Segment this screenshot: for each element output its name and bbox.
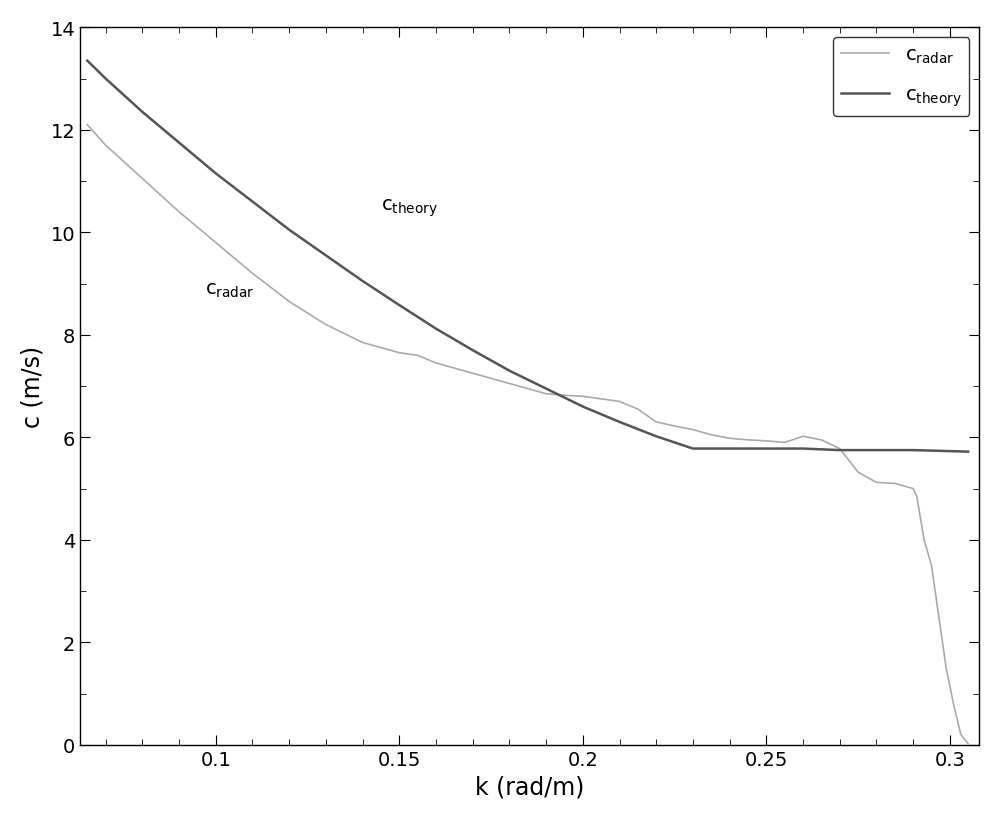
- $\mathbf{c_{radar}}$: [357, 338, 369, 348]
- $\mathbf{c_{radar}}$: [503, 379, 515, 389]
- Text: c$_{\mathrm{radar}}$: c$_{\mathrm{radar}}$: [205, 281, 254, 300]
- $\mathbf{c_{radar}}$: [779, 438, 791, 448]
- $\mathbf{c_{radar}}$: [136, 174, 148, 184]
- $\mathbf{c_{theory}}$: [834, 446, 846, 455]
- $\mathbf{c_{radar}}$: [852, 468, 864, 477]
- $\mathbf{c_{theory}}$: [540, 384, 552, 394]
- $\mathbf{c_{radar}}$: [742, 436, 754, 446]
- $\mathbf{c_{theory}}$: [797, 444, 809, 454]
- $\mathbf{c_{theory}}$: [962, 447, 974, 457]
- $\mathbf{c_{theory}}$: [173, 138, 185, 148]
- $\mathbf{c_{theory}}$: [430, 324, 442, 334]
- $\mathbf{c_{radar}}$: [558, 391, 570, 400]
- Y-axis label: c (m/s): c (m/s): [21, 346, 45, 428]
- $\mathbf{c_{radar}}$: [283, 297, 295, 307]
- $\mathbf{c_{radar}}$: [173, 208, 185, 218]
- $\mathbf{c_{radar}}$: [940, 663, 952, 673]
- $\mathbf{c_{theory}}$: [283, 225, 295, 235]
- Text: c$_{\mathrm{theory}}$: c$_{\mathrm{theory}}$: [381, 197, 438, 219]
- $\mathbf{c_{radar}}$: [81, 120, 93, 130]
- $\mathbf{c_{radar}}$: [100, 141, 112, 151]
- $\mathbf{c_{radar}}$: [595, 395, 607, 405]
- $\mathbf{c_{radar}}$: [632, 405, 644, 414]
- $\mathbf{c_{radar}}$: [724, 434, 736, 444]
- $\mathbf{c_{theory}}$: [81, 57, 93, 66]
- Legend: c$_{\mathrm{radar}}$, c$_{\mathrm{theory}}$: c$_{\mathrm{radar}}$, c$_{\mathrm{theory…: [833, 38, 969, 116]
- $\mathbf{c_{theory}}$: [614, 418, 626, 428]
- $\mathbf{c_{theory}}$: [246, 197, 258, 207]
- $\mathbf{c_{radar}}$: [614, 397, 626, 407]
- Line: $\mathbf{c_{radar}}$: $\mathbf{c_{radar}}$: [87, 125, 968, 744]
- $\mathbf{c_{radar}}$: [650, 418, 662, 428]
- $\mathbf{c_{radar}}$: [815, 436, 827, 446]
- $\mathbf{c_{theory}}$: [687, 444, 699, 454]
- $\mathbf{c_{radar}}$: [246, 269, 258, 279]
- $\mathbf{c_{radar}}$: [669, 422, 681, 432]
- $\mathbf{c_{theory}}$: [503, 366, 515, 376]
- $\mathbf{c_{theory}}$: [136, 108, 148, 118]
- $\mathbf{c_{radar}}$: [933, 612, 945, 622]
- $\mathbf{c_{theory}}$: [944, 446, 956, 456]
- $\mathbf{c_{radar}}$: [911, 491, 923, 501]
- $\mathbf{c_{theory}}$: [210, 170, 222, 179]
- X-axis label: k (rad/m): k (rad/m): [475, 774, 584, 799]
- $\mathbf{c_{radar}}$: [870, 477, 882, 487]
- $\mathbf{c_{radar}}$: [467, 369, 479, 378]
- $\mathbf{c_{theory}}$: [907, 446, 919, 455]
- $\mathbf{c_{theory}}$: [724, 444, 736, 454]
- Line: $\mathbf{c_{theory}}$: $\mathbf{c_{theory}}$: [87, 61, 968, 452]
- $\mathbf{c_{theory}}$: [650, 432, 662, 441]
- $\mathbf{c_{theory}}$: [870, 446, 882, 455]
- $\mathbf{c_{radar}}$: [760, 437, 772, 446]
- $\mathbf{c_{radar}}$: [577, 392, 589, 402]
- $\mathbf{c_{radar}}$: [448, 364, 460, 373]
- $\mathbf{c_{radar}}$: [918, 535, 930, 545]
- $\mathbf{c_{theory}}$: [467, 346, 479, 355]
- $\mathbf{c_{radar}}$: [210, 238, 222, 248]
- $\mathbf{c_{radar}}$: [320, 320, 332, 330]
- $\mathbf{c_{radar}}$: [889, 479, 901, 489]
- $\mathbf{c_{radar}}$: [393, 348, 405, 358]
- $\mathbf{c_{radar}}$: [430, 359, 442, 369]
- $\mathbf{c_{radar}}$: [947, 699, 959, 708]
- $\mathbf{c_{radar}}$: [412, 351, 424, 361]
- $\mathbf{c_{radar}}$: [705, 430, 717, 440]
- $\mathbf{c_{radar}}$: [540, 389, 552, 399]
- $\mathbf{c_{radar}}$: [907, 484, 919, 494]
- $\mathbf{c_{radar}}$: [834, 444, 846, 454]
- $\mathbf{c_{theory}}$: [320, 251, 332, 261]
- $\mathbf{c_{theory}}$: [760, 444, 772, 454]
- $\mathbf{c_{theory}}$: [357, 277, 369, 287]
- $\mathbf{c_{theory}}$: [393, 301, 405, 310]
- $\mathbf{c_{radar}}$: [955, 730, 967, 740]
- $\mathbf{c_{theory}}$: [100, 75, 112, 84]
- $\mathbf{c_{theory}}$: [577, 402, 589, 412]
- $\mathbf{c_{radar}}$: [797, 432, 809, 441]
- $\mathbf{c_{radar}}$: [687, 425, 699, 435]
- $\mathbf{c_{radar}}$: [925, 561, 937, 571]
- $\mathbf{c_{radar}}$: [962, 739, 974, 749]
